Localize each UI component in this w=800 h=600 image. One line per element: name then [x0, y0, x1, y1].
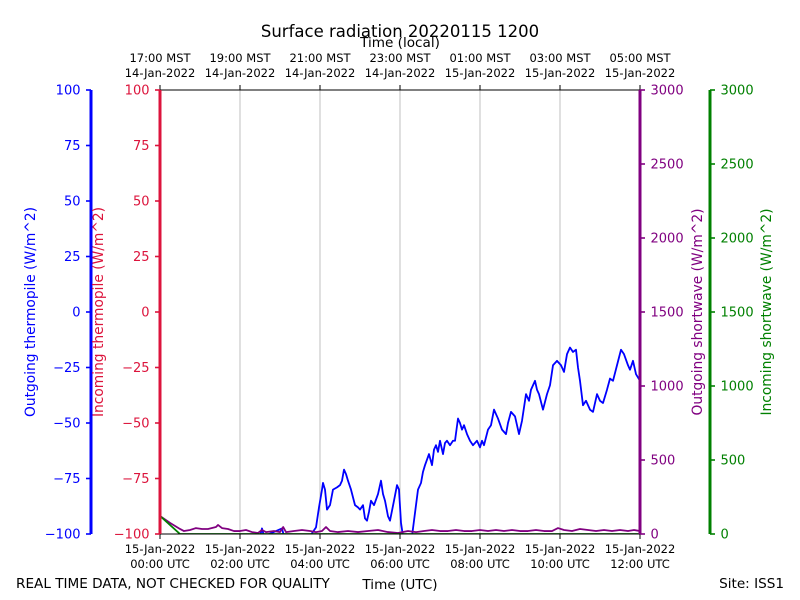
y-axis-title-outgoing-shortwave: Outgoing shortwave (W/m^2) — [690, 208, 706, 415]
x-tick-label-local: 21:00 MST 14-Jan-2022 — [285, 51, 356, 80]
series-layer — [160, 346, 640, 534]
x-tick-label-local-time: 03:00 MST — [529, 51, 591, 65]
y-tick-label-incoming-thermopile: 0 — [141, 306, 149, 321]
y-tick-label-outgoing-thermopile: −50 — [53, 417, 80, 432]
x-tick-label-utc-date: 15-Jan-2022 — [445, 542, 516, 556]
x-tick-label-utc: 15-Jan-2022 12:00 UTC — [605, 542, 676, 571]
x-tick-label-utc: 15-Jan-2022 00:00 UTC — [125, 542, 196, 571]
site-label: Site: ISS1 — [719, 576, 784, 592]
series-line-incoming-shortwave — [160, 515, 640, 534]
grid-layer — [239, 90, 561, 534]
x-tick-label-utc-date: 15-Jan-2022 — [205, 542, 276, 556]
x-tick-label-utc-date: 15-Jan-2022 — [285, 542, 356, 556]
top-axis-title: Time (local) — [359, 35, 440, 51]
y-tick-label-incoming-shortwave: 1500 — [721, 306, 754, 321]
bottom-axis-title: Time (UTC) — [361, 577, 437, 593]
x-tick-label-local-time: 01:00 MST — [449, 51, 511, 65]
y-tick-label-outgoing-thermopile: −25 — [53, 361, 80, 376]
y-tick-label-incoming-thermopile: 100 — [125, 84, 150, 99]
y-tick-label-outgoing-thermopile: 75 — [64, 139, 81, 154]
y-tick-label-outgoing-thermopile: 50 — [64, 195, 81, 210]
y-tick-label-outgoing-thermopile: 100 — [56, 84, 81, 99]
x-tick-label-local: 17:00 MST 14-Jan-2022 — [125, 51, 196, 80]
x-tick-label-local-date: 15-Jan-2022 — [605, 66, 676, 80]
y-tick-label-outgoing-shortwave: 1000 — [651, 380, 684, 395]
x-tick-label-local-date: 14-Jan-2022 — [365, 66, 436, 80]
x-tick-label-utc-time: 02:00 UTC — [210, 557, 270, 571]
x-tick-label-utc-time: 08:00 UTC — [450, 557, 510, 571]
y-tick-label-outgoing-thermopile: −75 — [53, 472, 80, 487]
y-tick-label-incoming-shortwave: 1000 — [721, 380, 754, 395]
y-tick-label-incoming-thermopile: 75 — [133, 139, 150, 154]
x-tick-label-utc-time: 12:00 UTC — [610, 557, 670, 571]
y-axis-title-incoming-shortwave: Incoming shortwave (W/m^2) — [759, 208, 775, 415]
y-tick-label-incoming-thermopile: −25 — [122, 361, 149, 376]
y-tick-label-incoming-thermopile: −100 — [114, 528, 150, 543]
y-tick-label-incoming-shortwave: 500 — [721, 454, 746, 469]
y-tick-label-outgoing-shortwave: 500 — [651, 454, 676, 469]
x-tick-label-local: 19:00 MST 14-Jan-2022 — [205, 51, 276, 80]
x-tick-label-utc-date: 15-Jan-2022 — [605, 542, 676, 556]
x-tick-label-local-time: 23:00 MST — [369, 51, 431, 65]
x-tick-label-local-date: 14-Jan-2022 — [285, 66, 356, 80]
series-line-outgoing-shortwave — [160, 515, 640, 534]
x-tick-label-local-time: 17:00 MST — [129, 51, 191, 65]
x-tick-label-utc-time: 00:00 UTC — [130, 557, 190, 571]
y-axis-title-incoming-thermopile: Incoming thermopile (W/m^2) — [91, 207, 107, 417]
x-tick-label-local-time: 19:00 MST — [209, 51, 271, 65]
x-tick-label-utc: 15-Jan-2022 10:00 UTC — [525, 542, 596, 571]
y-tick-label-outgoing-shortwave: 0 — [651, 528, 659, 543]
x-tick-label-utc-time: 04:00 UTC — [290, 557, 350, 571]
y-tick-label-incoming-thermopile: −50 — [122, 417, 149, 432]
x-tick-label-utc-date: 15-Jan-2022 — [365, 542, 436, 556]
series-line-outgoing-thermopile — [259, 346, 640, 534]
y-tick-label-incoming-shortwave: 0 — [721, 528, 729, 543]
x-tick-label-local-time: 05:00 MST — [609, 51, 671, 65]
y-tick-label-incoming-thermopile: 50 — [133, 195, 150, 210]
y-tick-label-outgoing-shortwave: 2500 — [651, 158, 684, 173]
y-tick-label-outgoing-thermopile: 0 — [72, 306, 80, 321]
y-tick-label-incoming-thermopile: −75 — [122, 472, 149, 487]
y-tick-label-outgoing-shortwave: 3000 — [651, 84, 684, 99]
x-tick-label-local: 01:00 MST 15-Jan-2022 — [445, 51, 516, 80]
x-tick-label-utc: 15-Jan-2022 04:00 UTC — [285, 542, 356, 571]
y-tick-label-incoming-thermopile: 25 — [133, 250, 150, 265]
chart-title: Surface radiation 20220115 1200 — [261, 22, 539, 41]
x-tick-label-utc-date: 15-Jan-2022 — [525, 542, 596, 556]
x-tick-label-local: 05:00 MST 15-Jan-2022 — [605, 51, 676, 80]
x-tick-label-utc: 15-Jan-2022 06:00 UTC — [365, 542, 436, 571]
quality-disclaimer: REAL TIME DATA, NOT CHECKED FOR QUALITY — [16, 576, 331, 592]
x-tick-label-local-date: 14-Jan-2022 — [205, 66, 276, 80]
x-tick-label-utc: 15-Jan-2022 08:00 UTC — [445, 542, 516, 571]
y-tick-label-incoming-shortwave: 2500 — [721, 158, 754, 173]
y-tick-label-outgoing-thermopile: −100 — [45, 528, 81, 543]
x-tick-label-local-time: 21:00 MST — [289, 51, 351, 65]
y-tick-label-outgoing-shortwave: 2000 — [651, 232, 684, 247]
x-tick-label-utc-date: 15-Jan-2022 — [125, 542, 196, 556]
x-tick-label-local: 03:00 MST 15-Jan-2022 — [525, 51, 596, 80]
y-tick-label-incoming-shortwave: 3000 — [721, 84, 754, 99]
x-tick-label-local-date: 14-Jan-2022 — [125, 66, 196, 80]
x-tick-label-local: 23:00 MST 14-Jan-2022 — [365, 51, 436, 80]
x-tick-label-local-date: 15-Jan-2022 — [445, 66, 516, 80]
x-tick-label-utc-time: 10:00 UTC — [530, 557, 590, 571]
y-tick-label-incoming-shortwave: 2000 — [721, 232, 754, 247]
y-tick-label-outgoing-shortwave: 1500 — [651, 306, 684, 321]
x-tick-label-utc-time: 06:00 UTC — [370, 557, 430, 571]
y-tick-label-outgoing-thermopile: 25 — [64, 250, 81, 265]
x-tick-label-utc: 15-Jan-2022 02:00 UTC — [205, 542, 276, 571]
x-tick-label-local-date: 15-Jan-2022 — [525, 66, 596, 80]
y-axis-title-outgoing-thermopile: Outgoing thermopile (W/m^2) — [23, 207, 39, 417]
